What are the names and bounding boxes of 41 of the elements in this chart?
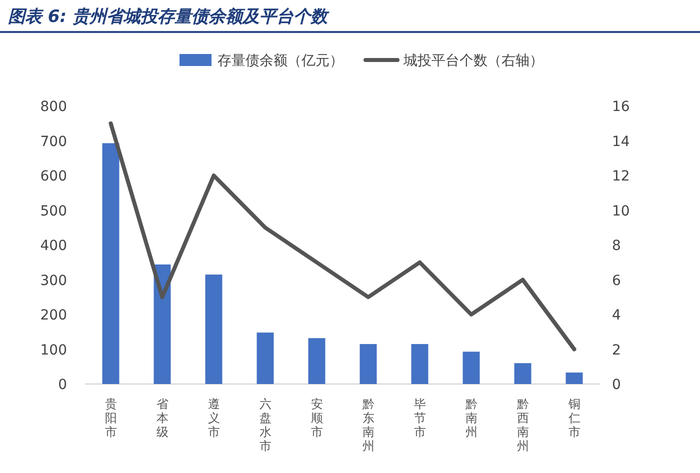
legend-label: 城投平台个数（右轴） <box>402 53 544 69</box>
y-tick-label: 500 <box>40 203 67 220</box>
y2-tick-label: 0 <box>612 377 621 393</box>
legend-label: 存量债余额（亿元） <box>218 53 344 69</box>
x-tick-label: 黔南州 <box>464 397 478 439</box>
line-series <box>108 121 576 352</box>
y2-tick-label: 10 <box>612 203 630 220</box>
y-tick-label: 100 <box>40 342 67 358</box>
bar <box>566 372 583 384</box>
x-tick-label: 贵阳市 <box>104 397 117 439</box>
bar <box>256 332 274 384</box>
x-tick-label: 铜仁市 <box>567 397 580 439</box>
y2-tick-label: 14 <box>612 134 630 150</box>
x-tick-label: 安顺市 <box>310 397 323 439</box>
x-tick-label: 省本级 <box>156 397 168 439</box>
y-tick-label: 600 <box>40 168 67 184</box>
y-tick-label: 800 <box>40 99 67 115</box>
y-tick-label: 0 <box>58 377 67 393</box>
x-tick-label: 遵义市 <box>208 397 220 439</box>
x-tick-label: 毕节市 <box>414 397 426 439</box>
chart-title: 图表 6: 贵州省城投存量债余额及平台个数 <box>8 7 330 27</box>
x-tick-label: 黔东南州 <box>361 397 374 453</box>
bar <box>411 344 428 384</box>
y-tick-label: 700 <box>40 134 67 150</box>
bar <box>360 344 377 384</box>
bar <box>462 352 480 384</box>
y-tick-label: 400 <box>40 238 67 254</box>
bar <box>514 363 532 384</box>
x-tick-label: 黔西南州 <box>516 397 529 453</box>
bar <box>102 143 120 384</box>
y2-tick-label: 8 <box>612 238 621 254</box>
x-tick-label: 六盘水市 <box>259 397 272 453</box>
bar <box>205 274 222 384</box>
y-tick-label: 200 <box>40 308 67 324</box>
y2-tick-label: 6 <box>612 272 621 289</box>
y-tick-label: 300 <box>40 272 67 289</box>
y2-tick-label: 4 <box>612 308 621 324</box>
y2-tick-label: 16 <box>612 99 630 115</box>
bar <box>308 338 326 384</box>
y2-tick-label: 2 <box>612 342 621 358</box>
y2-tick-label: 12 <box>612 168 630 184</box>
